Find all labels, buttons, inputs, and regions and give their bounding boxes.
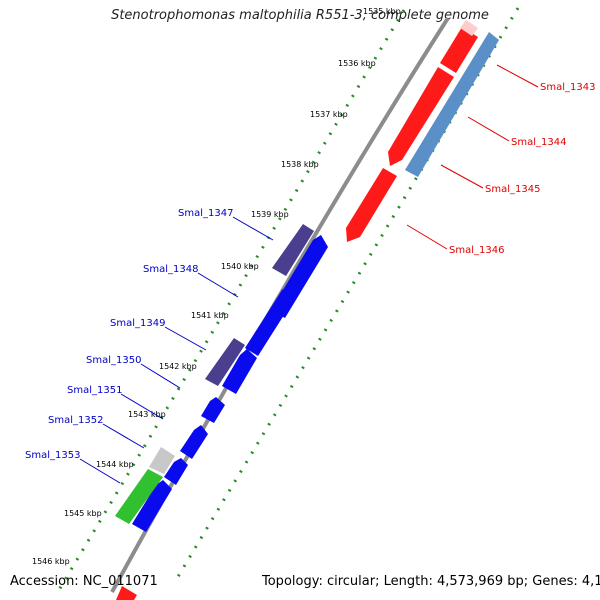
tick-label-1545: 1545 kbp	[64, 509, 102, 518]
feature-smal-1350[interactable]	[222, 349, 257, 394]
right-gene-labels: Smal_1343 Smal_1344 Smal_1345 Smal_1346	[449, 82, 595, 256]
gene-label-smal-1348: Smal_1348	[143, 264, 198, 275]
tick-label-1541: 1541 kbp	[191, 311, 229, 320]
feature-smal-1347[interactable]	[272, 224, 314, 276]
tick-label-1539: 1539 kbp	[251, 210, 289, 219]
gene-label-smal-1350: Smal_1350	[86, 355, 141, 366]
gene-label-smal-1346: Smal_1346	[449, 245, 504, 256]
genome-summary: Topology: circular; Length: 4,573,969 bp…	[262, 574, 600, 589]
left-gene-labels: Smal_1347 Smal_1348 Smal_1349 Smal_1350 …	[25, 208, 233, 461]
feature-smal-1349[interactable]	[245, 286, 296, 356]
tick-label-1542: 1542 kbp	[159, 362, 197, 371]
tick-label-1540: 1540 kbp	[221, 262, 259, 271]
feature-smal-1343[interactable]	[440, 27, 478, 73]
feature-smal-1354-partial[interactable]	[116, 586, 137, 600]
gene-label-smal-1349: Smal_1349	[110, 318, 165, 329]
feature-smal-1342-partial[interactable]	[460, 20, 478, 36]
inner-tick-ring	[54, 9, 406, 596]
accession-label: Accession: NC_011071	[10, 574, 158, 589]
gene-label-smal-1351: Smal_1351	[67, 385, 122, 396]
feature-smal-1346[interactable]	[346, 168, 397, 242]
gene-label-smal-1352: Smal_1352	[48, 415, 103, 426]
gene-label-smal-1353: Smal_1353	[25, 450, 80, 461]
tick-label-1544: 1544 kbp	[96, 460, 134, 469]
gene-label-smal-1343: Smal_1343	[540, 82, 595, 93]
feature-smal-1352b[interactable]	[164, 458, 188, 485]
reverse-strand-features	[346, 20, 478, 242]
feature-smal-1353[interactable]	[132, 480, 172, 532]
feature-rna-gene[interactable]	[115, 469, 163, 524]
tick-label-1543: 1543 kbp	[128, 410, 166, 419]
feature-smal-1344[interactable]	[388, 67, 454, 166]
forward-strand-features	[132, 235, 328, 532]
gene-label-smal-1345: Smal_1345	[485, 184, 540, 195]
tick-label-1535: 1535 kbp	[363, 7, 401, 16]
feature-smal-1349b[interactable]	[205, 338, 245, 386]
right-label-leaders	[406, 64, 539, 250]
gene-label-smal-1347: Smal_1347	[178, 208, 233, 219]
feature-smal-1345[interactable]	[405, 32, 499, 177]
tick-label-1537: 1537 kbp	[310, 110, 348, 119]
feature-pseudo-gene[interactable]	[149, 447, 175, 474]
feature-smal-1352[interactable]	[180, 425, 208, 459]
feature-smal-1351[interactable]	[201, 397, 225, 423]
gene-label-smal-1344: Smal_1344	[511, 137, 566, 148]
tick-label-1538: 1538 kbp	[281, 160, 319, 169]
tick-label-1536: 1536 kbp	[338, 59, 376, 68]
map-title: Stenotrophomonas maltophilia R551-3, com…	[111, 8, 489, 23]
left-label-leaders	[79, 216, 274, 484]
scale-tick-labels: 1535 kbp 1536 kbp 1537 kbp 1538 kbp 1539…	[32, 7, 401, 566]
tick-label-1546: 1546 kbp	[32, 557, 70, 566]
